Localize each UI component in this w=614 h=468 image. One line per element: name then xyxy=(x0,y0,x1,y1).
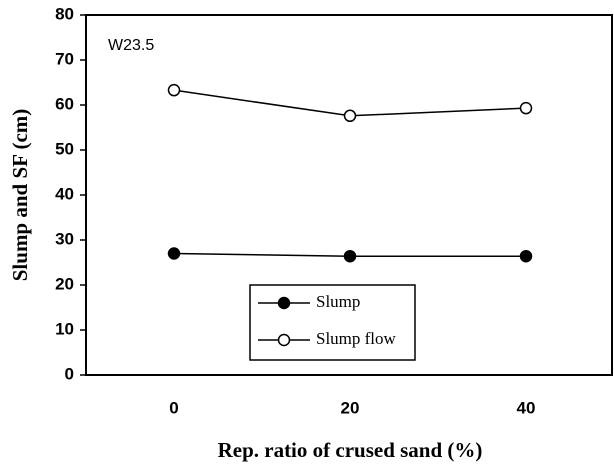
x-tick-label: 40 xyxy=(517,398,536,417)
marker xyxy=(343,109,357,123)
y-tick-label: 20 xyxy=(55,274,74,293)
legend-label: Slump flow xyxy=(316,329,397,348)
legend-label: Slump xyxy=(316,292,360,311)
y-axis-label: Slump and SF (cm) xyxy=(8,109,32,282)
marker xyxy=(167,83,181,97)
x-axis-label: Rep. ratio of crused sand (%) xyxy=(218,438,483,462)
legend-box xyxy=(249,284,416,361)
y-tick-label: 0 xyxy=(65,364,74,383)
y-tick-label: 30 xyxy=(55,229,74,248)
marker xyxy=(167,247,181,260)
marker xyxy=(343,249,357,263)
y-tick-label: 50 xyxy=(55,139,74,158)
marker xyxy=(519,101,533,115)
y-tick-label: 60 xyxy=(55,94,74,113)
y-tick-label: 70 xyxy=(55,49,74,68)
x-tick-label: 0 xyxy=(169,398,178,417)
x-tick-label: 20 xyxy=(341,398,360,417)
legend-marker xyxy=(277,296,291,310)
annotation: W23.5 xyxy=(108,37,154,54)
y-tick-label: 40 xyxy=(55,184,74,203)
y-tick-label: 80 xyxy=(55,4,74,23)
legend-marker xyxy=(277,333,291,347)
y-tick-label: 10 xyxy=(55,319,74,338)
marker xyxy=(519,249,533,263)
